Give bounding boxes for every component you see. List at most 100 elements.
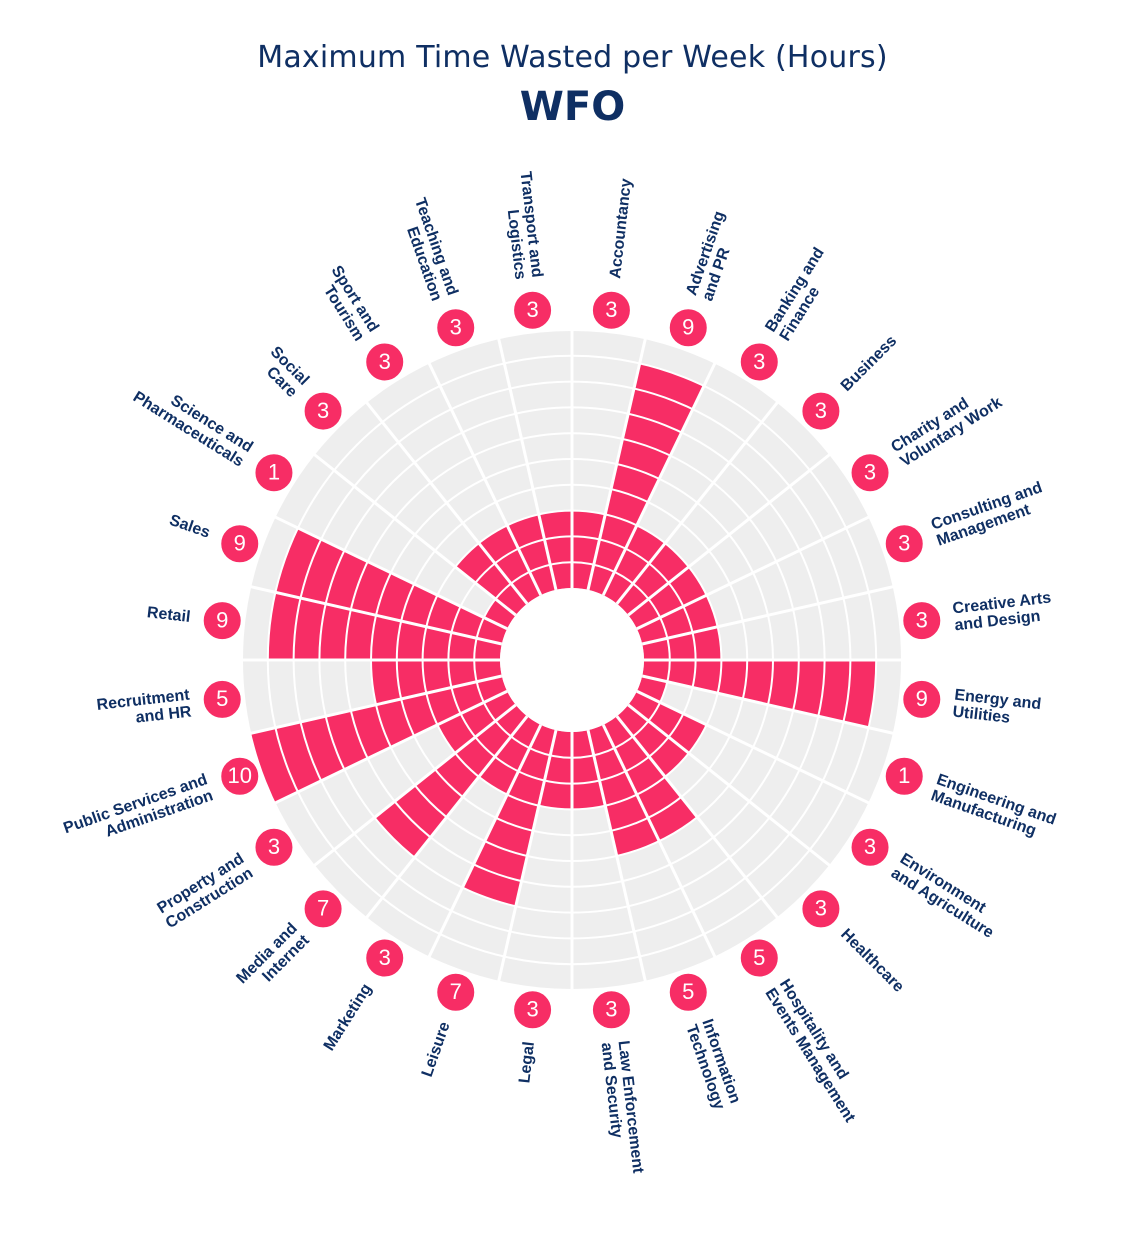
category-label-line: Business <box>838 332 900 394</box>
category-label: Sales <box>167 512 212 542</box>
bar <box>572 730 606 810</box>
grid-spoke <box>601 360 718 596</box>
value-badge <box>799 389 843 433</box>
bar <box>538 510 572 590</box>
value-badge <box>848 825 892 869</box>
value-label: 3 <box>379 349 391 374</box>
value-badge <box>589 988 633 1032</box>
value-label: 9 <box>216 607 228 632</box>
bar <box>588 363 704 596</box>
category-label: Sport andTourism <box>313 263 382 344</box>
bar <box>628 691 707 754</box>
bar <box>603 525 666 604</box>
grid-spoke <box>615 715 781 921</box>
grid-spoke <box>311 451 517 617</box>
category-label: Transport andLogistics <box>500 171 546 281</box>
value-label: 5 <box>753 945 765 970</box>
bar <box>636 676 668 703</box>
category-label: Science andPharmaceuticals <box>130 374 256 471</box>
value-badge <box>737 936 781 980</box>
value-badge <box>900 677 944 721</box>
value-badge <box>848 451 892 495</box>
value-label: 1 <box>268 460 280 485</box>
bar <box>478 716 541 795</box>
value-label: 7 <box>317 896 329 921</box>
grid-spoke <box>586 729 648 985</box>
value-label: 3 <box>898 531 910 556</box>
value-label: 3 <box>864 460 876 485</box>
value-badge <box>363 936 407 980</box>
value-badge <box>666 970 710 1014</box>
category-label: Healthcare <box>837 926 907 996</box>
bar <box>636 595 718 644</box>
value-badge <box>200 599 244 643</box>
category-label: Leisure <box>419 1020 454 1079</box>
value-label: 3 <box>526 997 538 1022</box>
value-label: 3 <box>268 834 280 859</box>
grid-spoke <box>426 360 543 596</box>
bar <box>616 704 689 777</box>
value-label: 1 <box>898 763 910 788</box>
grid-spoke <box>627 703 833 869</box>
value-badge <box>200 677 244 721</box>
bar <box>371 660 502 705</box>
grid-spoke <box>247 584 503 646</box>
bar <box>437 691 516 754</box>
grid-spoke <box>272 514 508 631</box>
value-badge <box>511 988 555 1032</box>
category-label: Teaching andEducation <box>395 196 461 303</box>
category-label: SocialCare <box>255 343 312 400</box>
value-badge <box>882 754 926 798</box>
bar <box>507 514 556 596</box>
grid-spoke <box>496 335 558 591</box>
category-label: Environmentand Agriculture <box>888 850 1006 941</box>
category-label: Media andInternet <box>233 919 313 999</box>
category-label-line: Utilities <box>952 703 1011 726</box>
category-label-line: Marketing <box>321 981 376 1054</box>
value-badge <box>900 599 944 643</box>
value-badge <box>301 389 345 433</box>
bar <box>267 592 502 660</box>
category-label-line: Healthcare <box>837 926 907 996</box>
category-label-line: Legal <box>516 1041 538 1084</box>
value-label: 3 <box>605 997 617 1022</box>
bar <box>538 730 572 810</box>
bar <box>275 528 508 644</box>
value-badge <box>252 825 296 869</box>
value-label: 3 <box>450 315 462 340</box>
bar <box>642 626 722 660</box>
bar <box>250 676 508 804</box>
grid-spoke <box>496 729 558 985</box>
bar <box>455 543 528 616</box>
category-label-line: Retail <box>146 604 191 626</box>
category-label: Banking andFinance <box>762 245 842 344</box>
category-label: Creative Artsand Design <box>952 590 1054 635</box>
value-badge <box>434 970 478 1014</box>
category-label: Property andConstruction <box>154 850 256 932</box>
bar <box>642 660 877 728</box>
value-label: 3 <box>753 349 765 374</box>
grid-spoke <box>641 584 897 646</box>
value-label: 3 <box>916 607 928 632</box>
category-label: Business <box>838 332 900 394</box>
bar <box>588 724 660 856</box>
value-badge <box>363 340 407 384</box>
chart-center-hole <box>500 588 644 732</box>
category-label: Recruitmentand HR <box>96 687 193 731</box>
value-label: 9 <box>234 531 246 556</box>
value-badge <box>882 522 926 566</box>
grid-spoke <box>247 674 503 736</box>
value-badge <box>252 451 296 495</box>
value-badge <box>799 887 843 931</box>
value-badge <box>666 306 710 350</box>
category-label: InformationTechnology <box>682 1017 743 1112</box>
category-label: Hospitality andEvents Management <box>761 976 872 1126</box>
value-label: 3 <box>815 896 827 921</box>
bars-group <box>250 363 877 907</box>
category-label-line: Leisure <box>419 1020 454 1079</box>
grid-spoke <box>636 689 872 806</box>
grid-spoke <box>601 724 718 960</box>
category-label: Accountancy <box>607 178 635 280</box>
value-badge <box>218 522 262 566</box>
